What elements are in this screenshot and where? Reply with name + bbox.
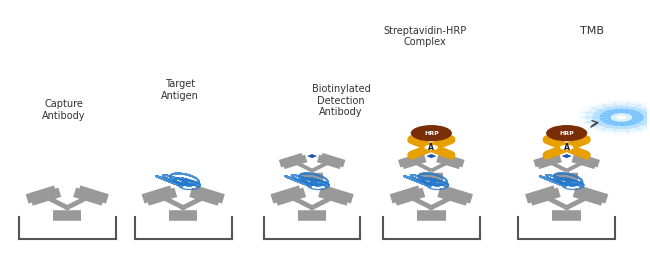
Text: A: A bbox=[564, 143, 569, 152]
Text: Capture
Antibody: Capture Antibody bbox=[42, 100, 86, 121]
Polygon shape bbox=[307, 154, 317, 158]
Circle shape bbox=[599, 109, 644, 126]
Polygon shape bbox=[426, 154, 437, 158]
Circle shape bbox=[546, 125, 588, 141]
Circle shape bbox=[592, 106, 650, 129]
Text: TMB: TMB bbox=[580, 26, 605, 36]
Circle shape bbox=[577, 100, 650, 135]
Polygon shape bbox=[562, 154, 572, 158]
Circle shape bbox=[424, 145, 438, 150]
Circle shape bbox=[411, 125, 452, 141]
Text: HRP: HRP bbox=[424, 131, 439, 136]
Circle shape bbox=[617, 115, 627, 119]
Circle shape bbox=[585, 103, 650, 132]
Text: HRP: HRP bbox=[559, 131, 574, 136]
Circle shape bbox=[560, 145, 573, 150]
Text: Biotinylated
Detection
Antibody: Biotinylated Detection Antibody bbox=[312, 84, 370, 118]
Text: Target
Antigen: Target Antigen bbox=[161, 79, 199, 101]
Circle shape bbox=[610, 113, 632, 122]
Text: A: A bbox=[428, 143, 434, 152]
Text: Streptavidin-HRP
Complex: Streptavidin-HRP Complex bbox=[384, 26, 467, 47]
